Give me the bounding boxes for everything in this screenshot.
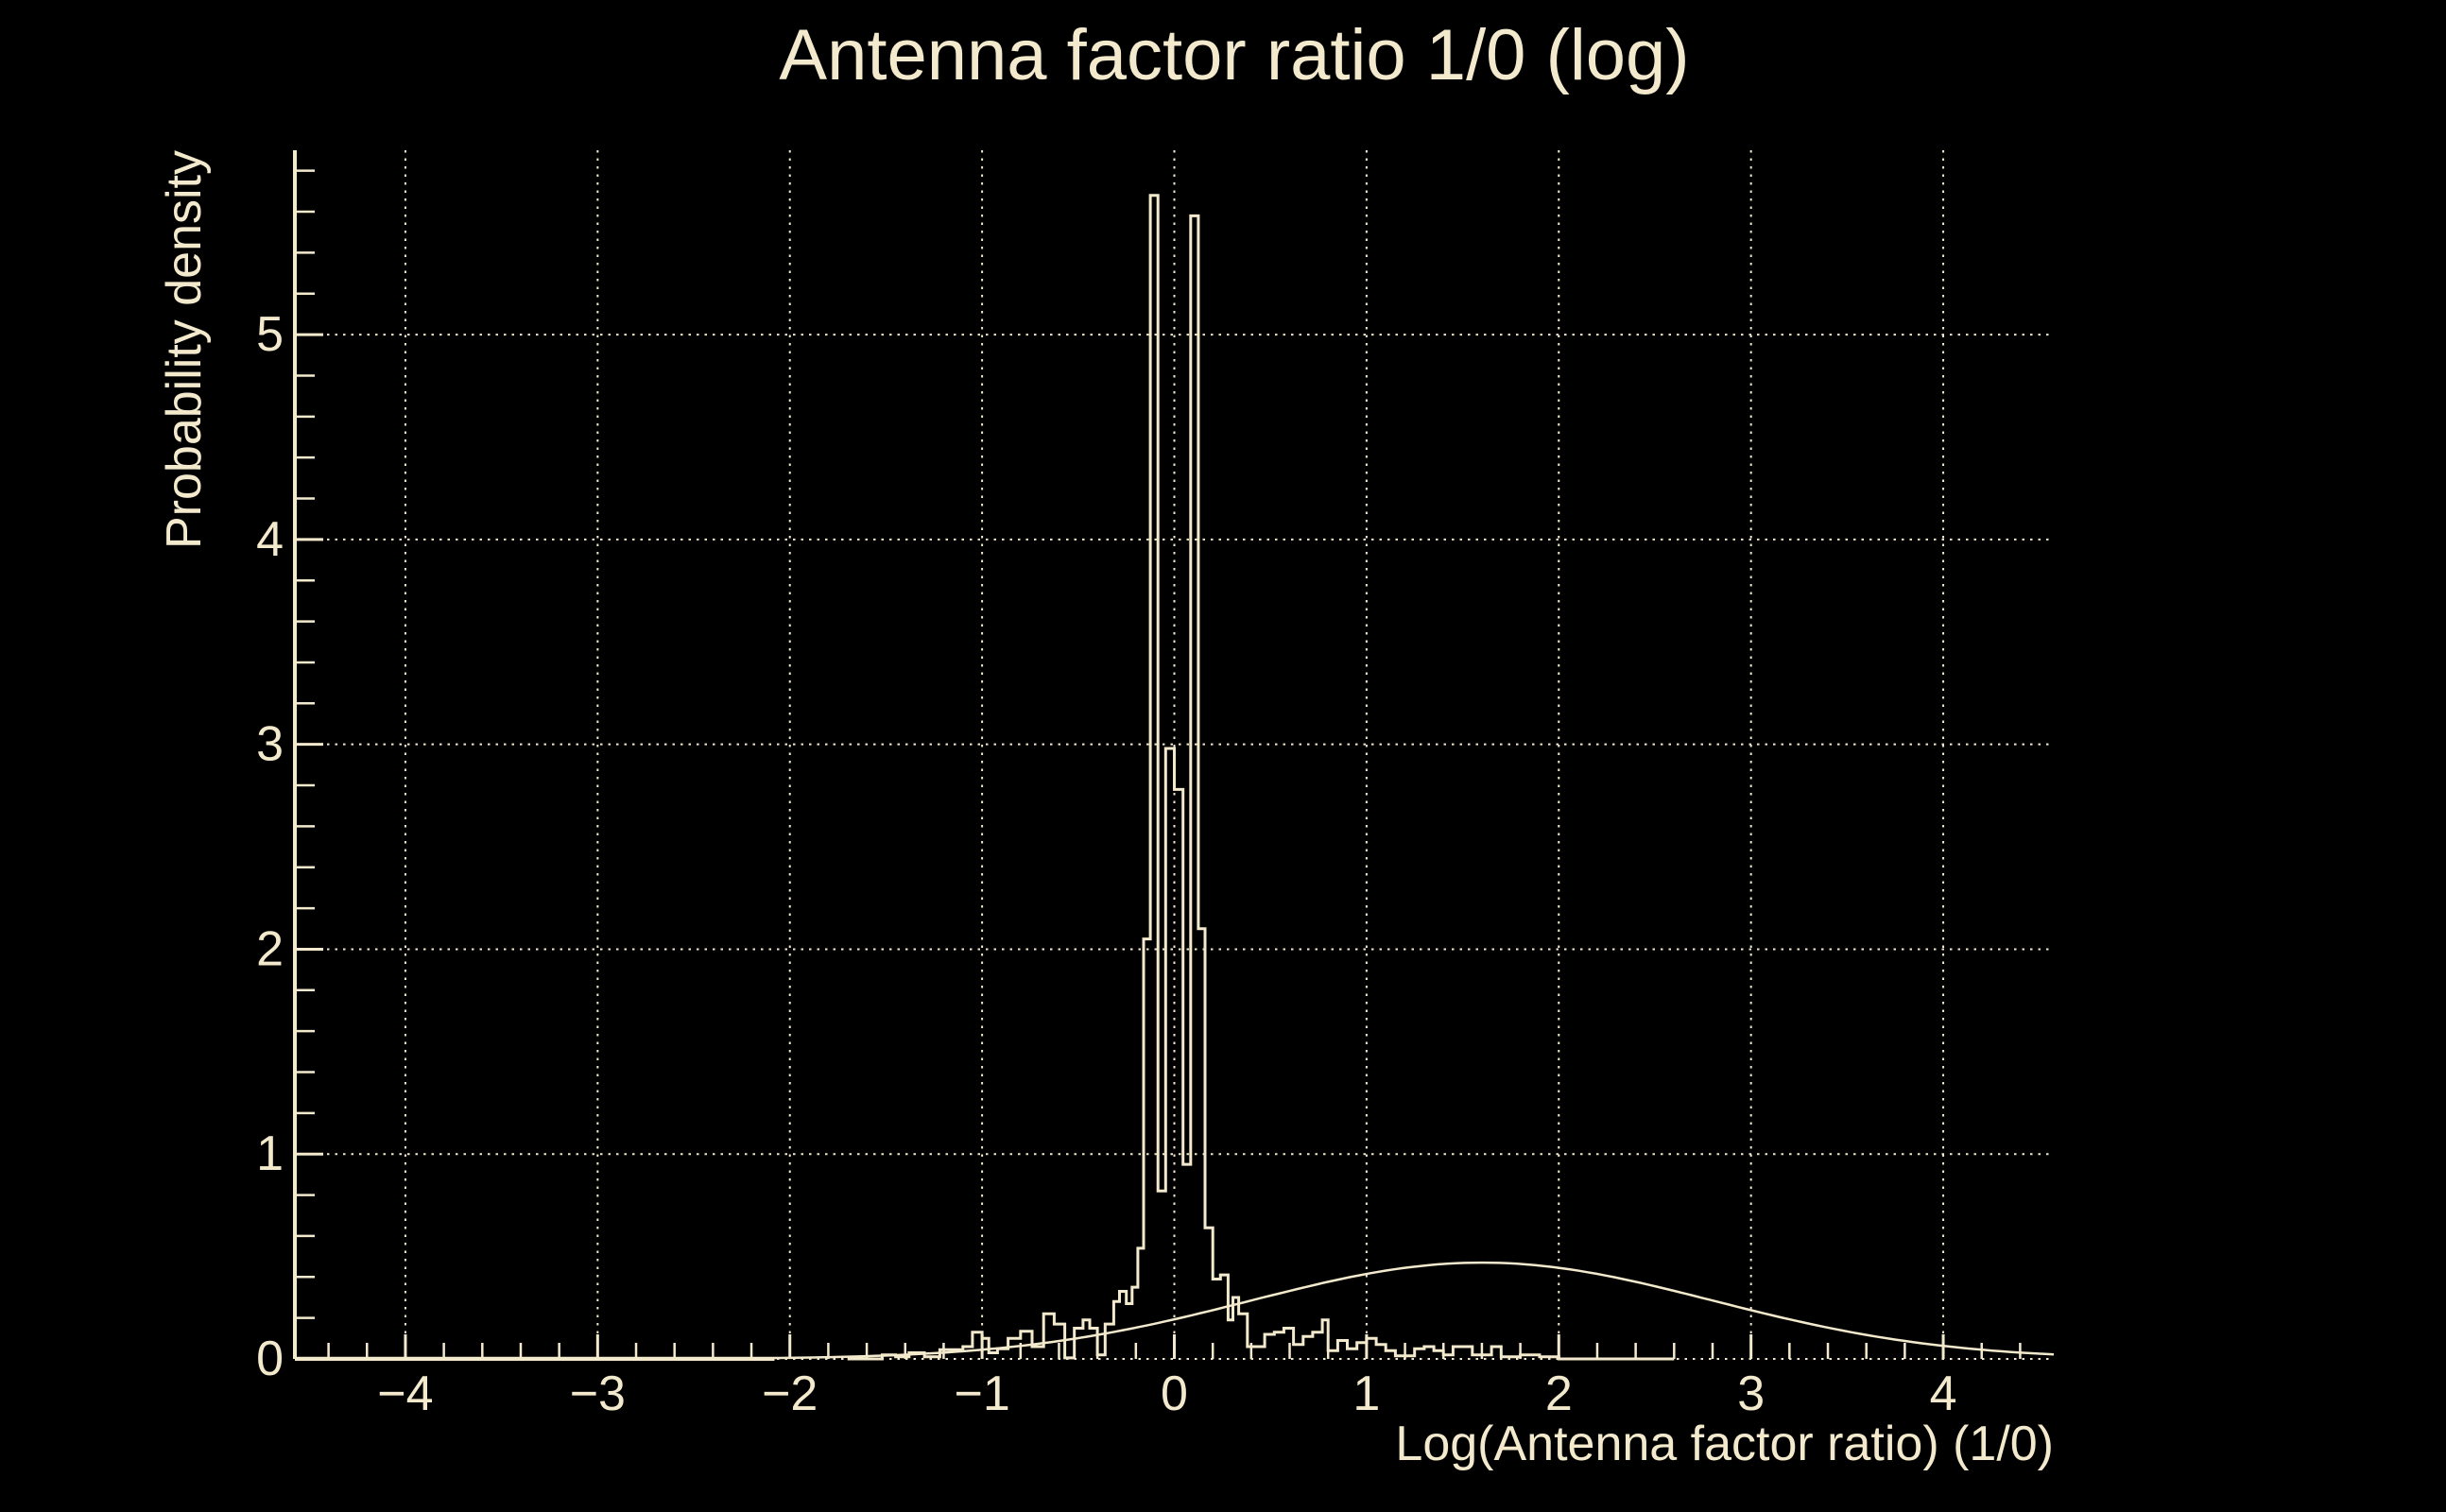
x-tick-label: 3 — [1737, 1366, 1765, 1421]
x-tick-label: −3 — [570, 1366, 626, 1421]
y-tick-label: 1 — [256, 1126, 284, 1181]
y-tick-label: 2 — [256, 921, 284, 976]
y-tick-label: 4 — [256, 512, 284, 567]
x-axis-title: Log(Antenna factor ratio) (1/0) — [1395, 1417, 2054, 1471]
y-axis-title: Probability density — [157, 150, 212, 549]
x-tick-label: −2 — [762, 1366, 818, 1421]
x-tick-label: 0 — [1161, 1366, 1188, 1421]
x-tick-label: −4 — [377, 1366, 433, 1421]
y-tick-label: 3 — [256, 717, 284, 772]
gaussian-curve — [295, 1261, 2055, 1360]
histogram-outline — [847, 194, 1675, 1361]
chart-title: Antenna factor ratio 1/0 (log) — [779, 15, 1689, 95]
y-tick-label: 5 — [256, 307, 284, 362]
y-tick-label: 0 — [256, 1332, 284, 1386]
x-tick-label: −1 — [954, 1366, 1009, 1421]
x-tick-label: 4 — [1930, 1366, 1957, 1421]
x-tick-label: 1 — [1352, 1366, 1380, 1421]
x-tick-label: 2 — [1545, 1366, 1573, 1421]
